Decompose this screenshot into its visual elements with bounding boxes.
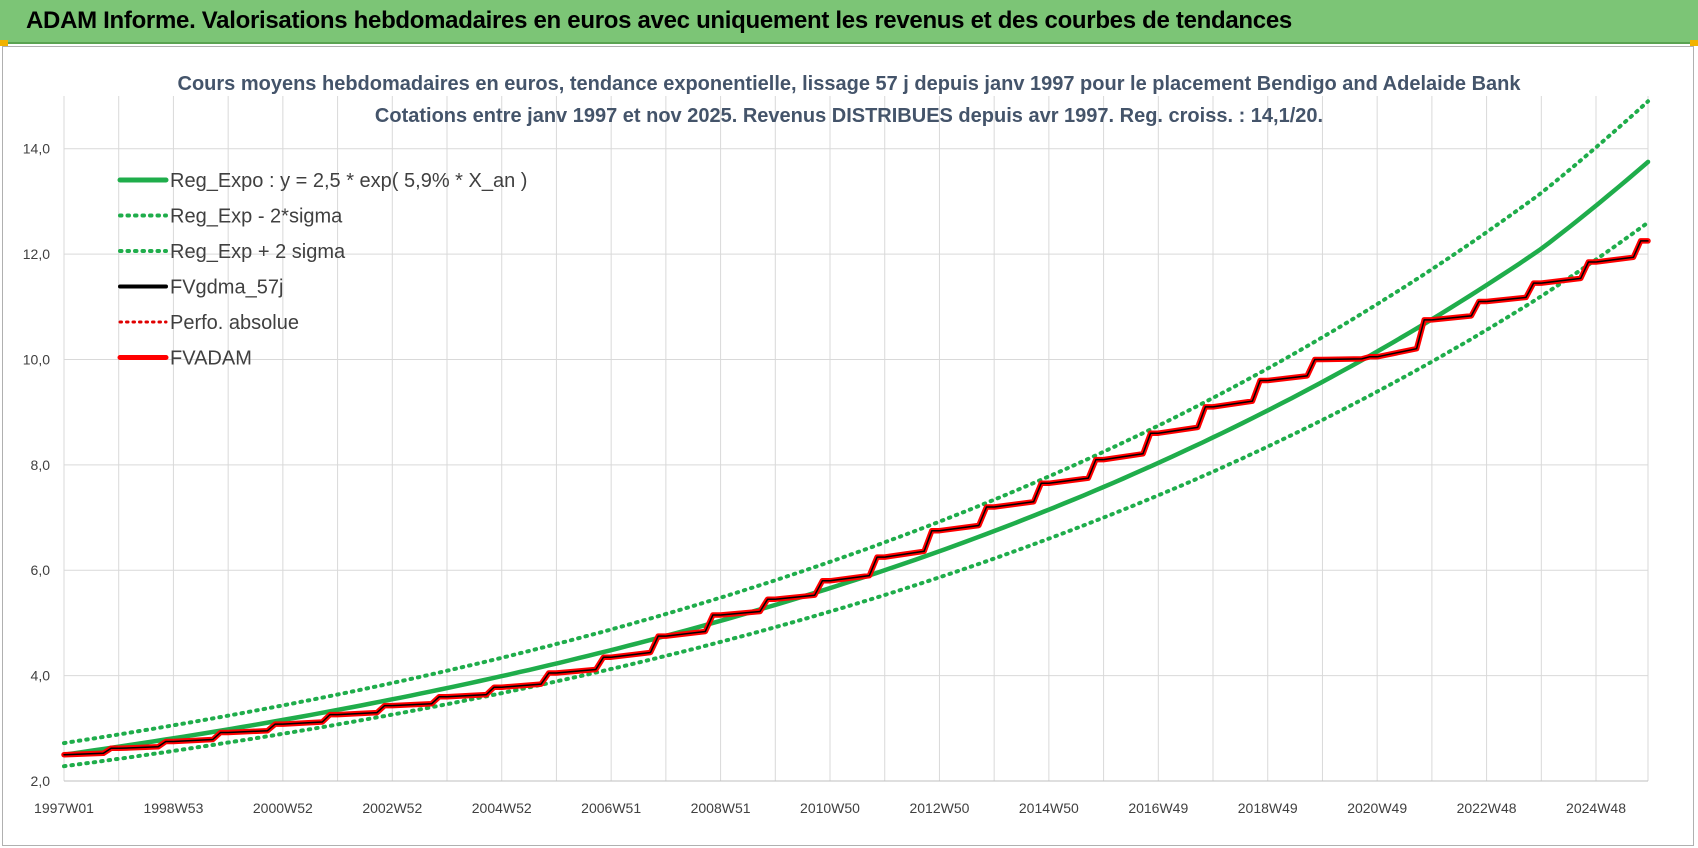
y-tick-label: 8,0: [31, 457, 51, 473]
y-tick-label: 6,0: [31, 562, 51, 578]
x-tick-label: 2012W50: [909, 800, 969, 816]
x-tick-label: 2024W48: [1566, 800, 1626, 816]
x-tick-label: 1998W53: [143, 800, 203, 816]
y-tick-label: 14,0: [23, 141, 50, 157]
grid: [63, 96, 1649, 782]
legend-label: FVADAM: [170, 348, 252, 370]
series-fvgdma-line: [63, 240, 1649, 756]
chart-title-line-1: Cours moyens hebdomadaires en euros, ten…: [178, 73, 1522, 95]
chart-frame: [2, 46, 1694, 846]
legend-label: Reg_Exp + 2 sigma: [170, 241, 346, 263]
x-tick-label: 2002W52: [362, 800, 422, 816]
legend-label: Perfo. absolue: [170, 312, 299, 334]
legend-label: Reg_Exp - 2*sigma: [170, 206, 343, 228]
legend-label: Reg_Expo : y = 2,5 * exp( 5,9% * X_an ): [170, 170, 527, 192]
y-tick-label: 2,0: [31, 773, 51, 789]
x-tick-label: 2020W49: [1347, 800, 1407, 816]
x-tick-label: 2010W50: [800, 800, 860, 816]
corner-marker-right: [1690, 40, 1698, 46]
x-tick-label: 2016W49: [1128, 800, 1188, 816]
x-tick-label: 2004W52: [472, 800, 532, 816]
series-reg-plus-2sigma-line: [62, 99, 1650, 746]
axes: 2,0 4,0 6,0 8,0 10,0 12,0 14,0 1997W01 1998W53 20…: [23, 141, 1648, 816]
title-banner: ADAM Informe. Valorisations hebdomadaire…: [0, 0, 1698, 44]
series-reg-minus-2sigma-line: [62, 220, 1650, 769]
y-tick-label: 12,0: [23, 246, 50, 262]
x-tick-label: 2018W49: [1238, 800, 1298, 816]
x-tick-label: 2014W50: [1019, 800, 1079, 816]
y-tick-label: 10,0: [23, 351, 50, 367]
x-tick-label: 2008W51: [691, 800, 751, 816]
series-fvadam-line: [61, 238, 1651, 758]
chart-title-line-2: Cotations entre janv 1997 et nov 2025. R…: [375, 105, 1323, 127]
y-tick-label: 4,0: [31, 668, 51, 684]
x-tick-label: 2000W52: [253, 800, 313, 816]
legend-label: FVgdma_57j: [170, 277, 283, 299]
series-layer: [61, 99, 1651, 769]
x-tick-label: 2022W48: [1457, 800, 1517, 816]
x-tick-label: 1997W01: [34, 800, 94, 816]
banner-title: ADAM Informe. Valorisations hebdomadaire…: [26, 7, 1292, 34]
x-tick-label: 2006W51: [581, 800, 641, 816]
legend: Reg_Expo : y = 2,5 * exp( 5,9% * X_an ) R…: [117, 170, 527, 370]
corner-marker-left: [0, 40, 8, 46]
